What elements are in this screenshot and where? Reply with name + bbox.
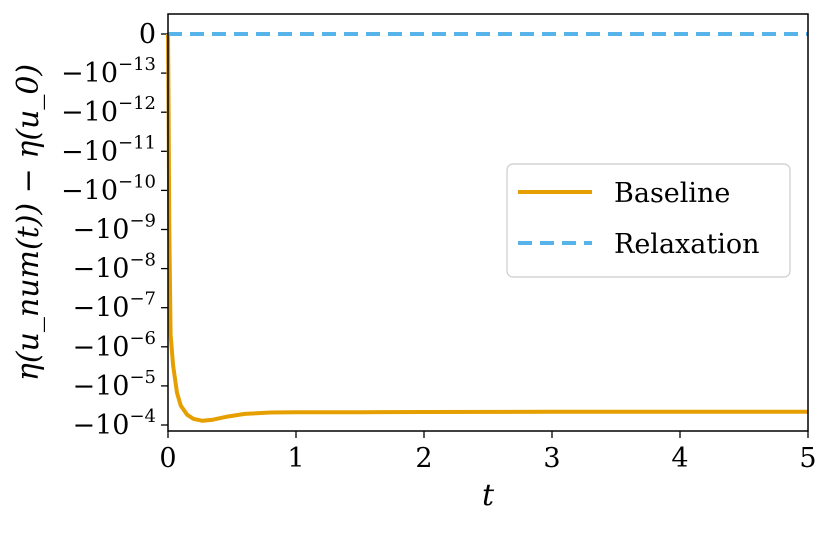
y-axis-ticks: 0 −10−13 −10−12 −10−11 −10−10 −10−9 −10−8 −10−7… (61, 19, 168, 441)
y-tick-label: −10−11 (61, 132, 156, 167)
x-axis-label: t (482, 478, 495, 513)
y-tick-label: −10−9 (72, 211, 156, 246)
legend: Baseline Relaxation (506, 163, 791, 278)
legend-label-baseline: Baseline (614, 178, 730, 209)
x-tick-label: 5 (799, 443, 816, 474)
x-tick-label: 4 (671, 443, 688, 474)
y-tick-label: −10−13 (61, 54, 156, 89)
x-axis-ticks: 0 1 2 3 4 5 (159, 431, 817, 474)
series-layer (166, 32, 808, 423)
y-axis-label: η(u_num(t)) − η(u_0) (11, 64, 46, 381)
y-tick-label: −10−5 (72, 367, 156, 402)
x-tick-label: 2 (415, 443, 432, 474)
y-tick-label: −10−6 (72, 328, 156, 363)
y-tick-label: 0 (139, 19, 156, 50)
y-tick-label: −10−4 (72, 406, 156, 441)
y-tick-label: −10−12 (61, 93, 156, 128)
x-tick-label: 3 (543, 443, 560, 474)
y-tick-label: −10−10 (61, 171, 156, 206)
plot-frame (167, 13, 809, 432)
legend-label-relaxation: Relaxation (614, 229, 760, 260)
y-tick-label: −10−8 (72, 250, 156, 285)
x-tick-label: 0 (159, 443, 176, 474)
x-tick-label: 1 (287, 443, 304, 474)
y-tick-label: −10−7 (72, 289, 156, 324)
series-baseline (166, 33, 808, 423)
